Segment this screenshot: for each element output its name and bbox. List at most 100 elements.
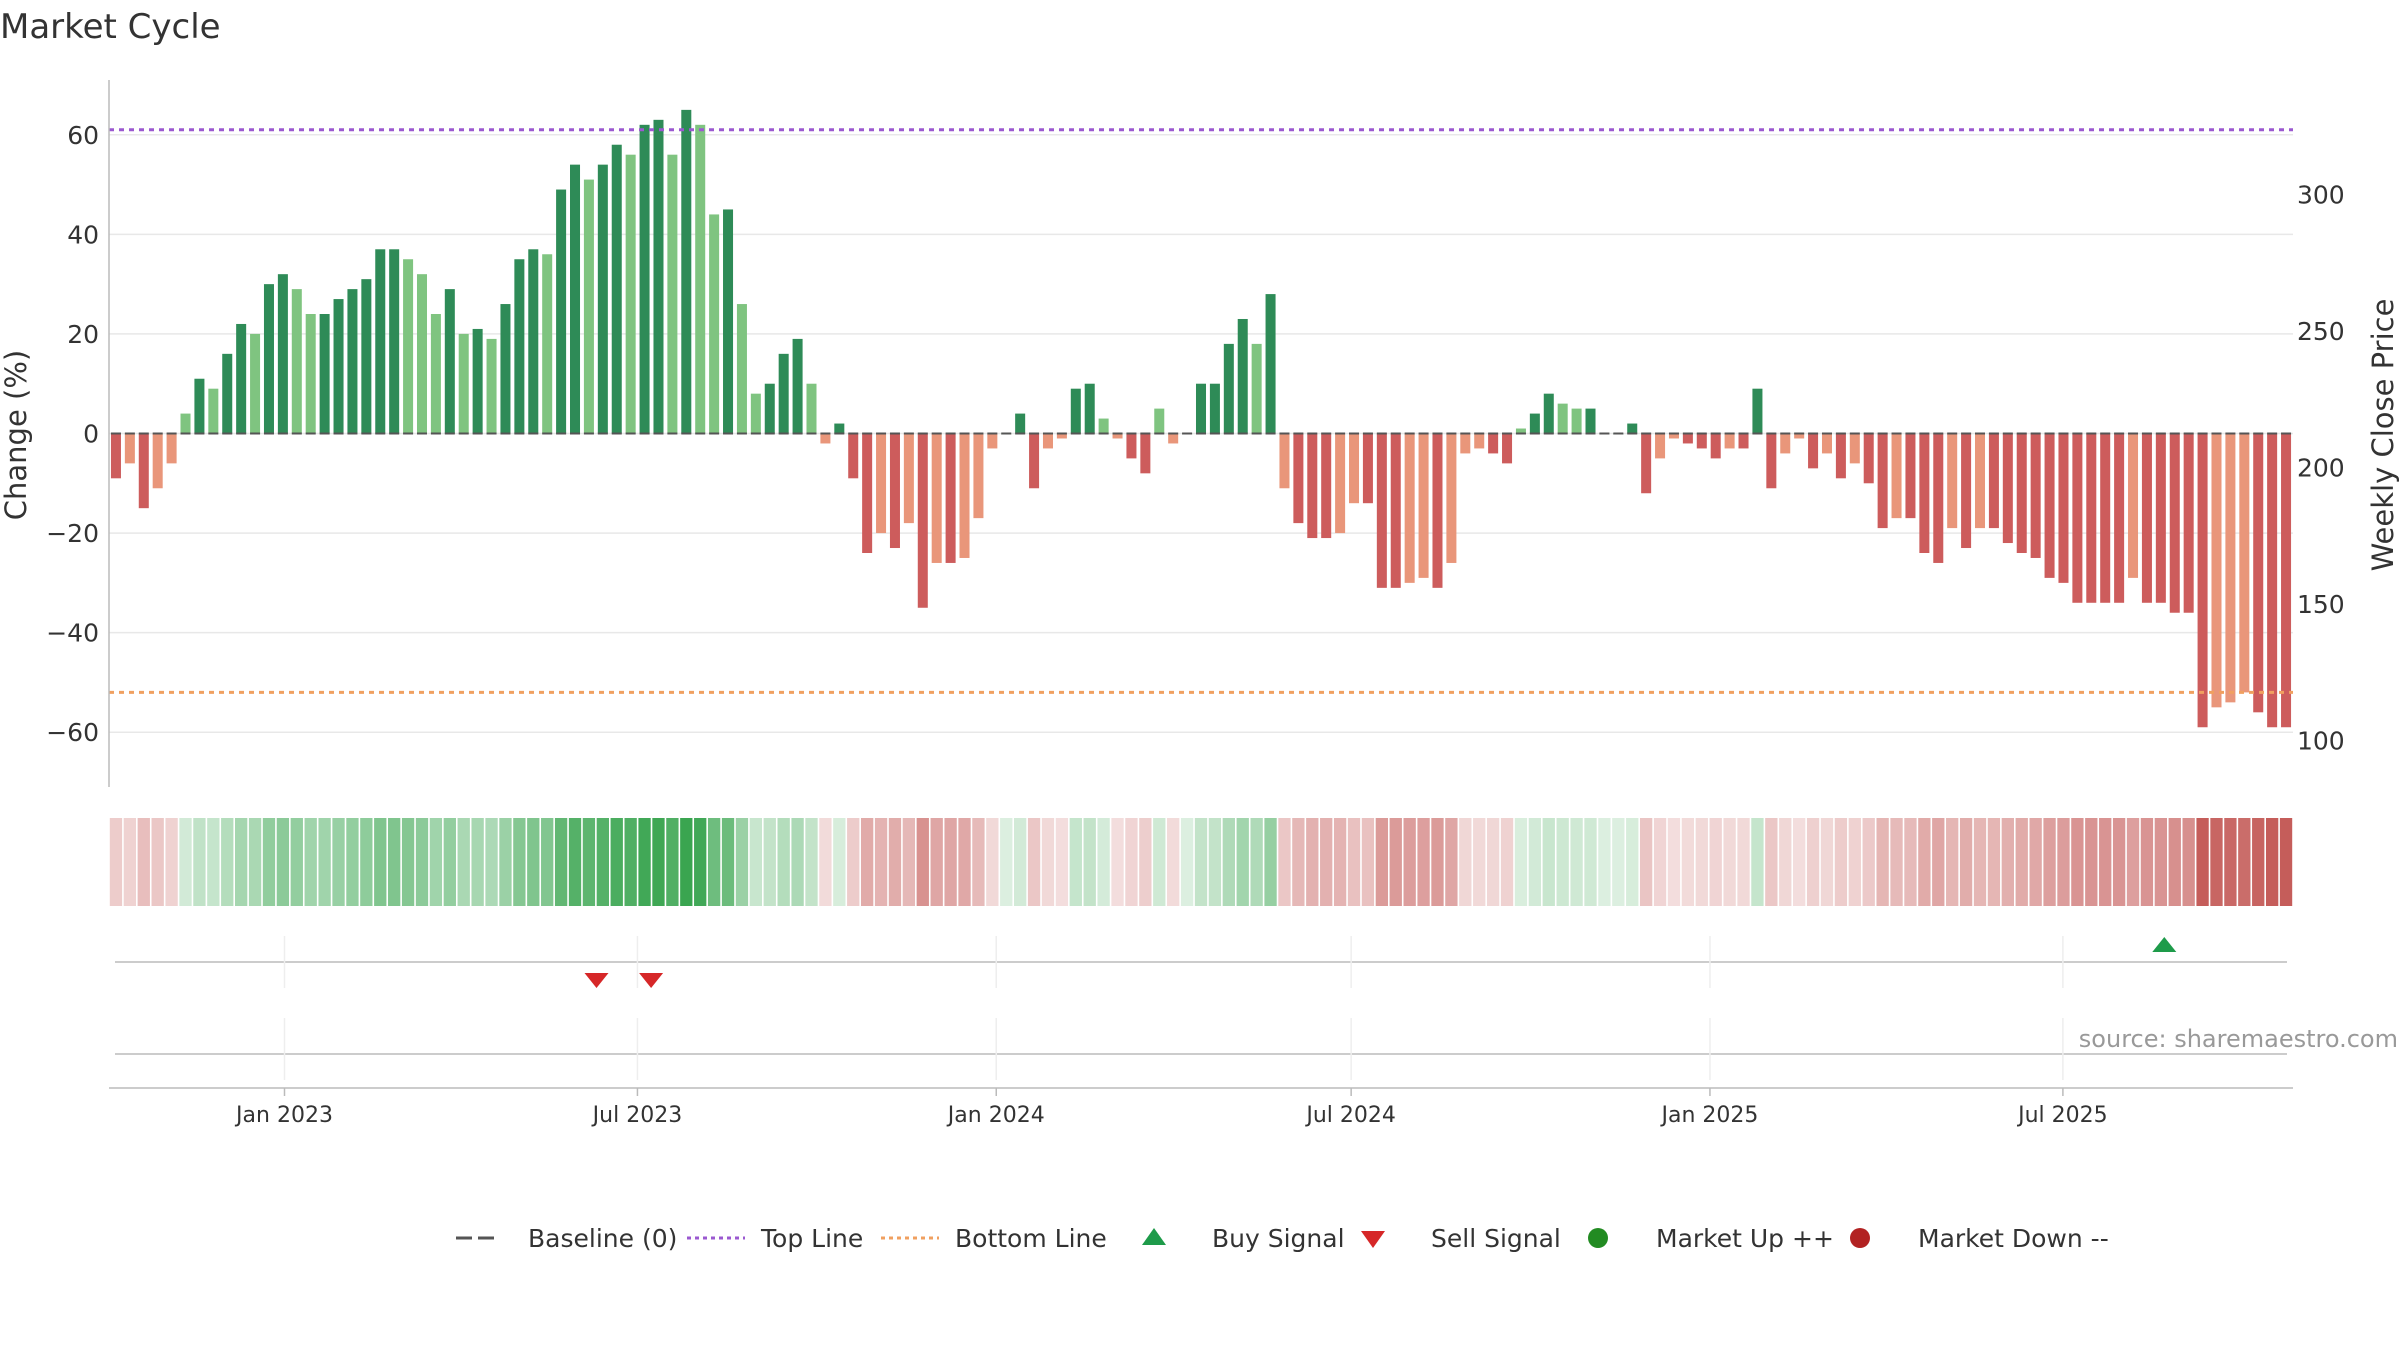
heat-cell — [2265, 818, 2279, 906]
bar — [1015, 413, 1026, 434]
bar — [1696, 433, 1707, 449]
legend-item: Buy Signal — [1142, 1224, 1345, 1253]
heat-cell — [1306, 818, 1319, 906]
bar — [1571, 408, 1582, 434]
bar — [820, 433, 831, 444]
bar — [277, 274, 288, 434]
heat-cell — [1000, 818, 1013, 906]
bar — [597, 164, 608, 434]
heat-cell — [860, 818, 874, 906]
heat-cell — [666, 818, 679, 906]
bar — [542, 254, 553, 434]
heat-cell — [1793, 818, 1806, 906]
bar — [2239, 433, 2250, 693]
heat-cell — [471, 818, 484, 906]
buy-signal-marker — [2152, 937, 2177, 952]
bar — [263, 284, 274, 434]
heat-cell — [805, 818, 818, 906]
heat-cell — [262, 818, 276, 906]
heat-cell — [1751, 818, 1764, 906]
bar — [1446, 433, 1457, 563]
bar — [1418, 433, 1429, 578]
bar — [180, 413, 191, 434]
bar — [444, 289, 455, 434]
y-tick-label: 20 — [67, 320, 99, 349]
heat-cell — [123, 818, 137, 906]
bar — [1849, 433, 1860, 464]
bar — [208, 388, 219, 434]
heat-cell — [1932, 818, 1945, 906]
bar — [486, 338, 497, 434]
y-axis-label-left: Change (%) — [0, 350, 33, 520]
heat-cell — [1417, 818, 1430, 906]
bar — [945, 433, 956, 563]
heat-cell — [1292, 818, 1305, 906]
heat-cell — [2057, 818, 2070, 906]
bar — [1668, 433, 1679, 439]
bar — [2086, 433, 2097, 603]
bar — [152, 433, 163, 489]
heat-cell — [304, 818, 317, 906]
heat-cell — [874, 818, 888, 906]
bar — [1863, 433, 1874, 484]
bar — [1585, 408, 1596, 434]
heat-cell — [582, 818, 596, 906]
bar — [416, 274, 428, 434]
heat-cell — [2112, 818, 2126, 906]
heat-cell — [1403, 818, 1416, 906]
heat-cell — [554, 818, 568, 906]
bar — [653, 119, 664, 434]
x-axis: Jan 2023 Jul 2023 Jan 2024 Jul 2024 Jan 2025… — [109, 1087, 2293, 1128]
heat-cell — [1626, 818, 1639, 906]
bar — [1557, 403, 1568, 434]
legend-label: Top Line — [760, 1224, 863, 1253]
bar — [236, 323, 247, 434]
legend-swatch — [1361, 1231, 1385, 1248]
heat-cell — [1320, 818, 1333, 906]
bar — [1029, 433, 1040, 489]
heat-cell — [1111, 818, 1124, 906]
heat-cell — [1375, 818, 1388, 906]
bar — [2155, 433, 2166, 603]
heat-cell — [1570, 818, 1583, 906]
bar — [2016, 433, 2027, 553]
bar — [806, 383, 817, 434]
bar — [1766, 433, 1777, 489]
heat-cell — [958, 818, 971, 906]
heat-cell — [1695, 818, 1708, 906]
heat-cell — [1236, 818, 1249, 906]
heat-cell — [1904, 818, 1917, 906]
heat-cell — [791, 818, 804, 906]
heat-cell — [568, 818, 582, 906]
axes-layer: −60 −40 −20 0 20 40 60 100 150 200 250 300 — [46, 80, 2345, 787]
bar — [1808, 433, 1819, 469]
heat-cell — [1639, 818, 1653, 906]
bar — [2100, 433, 2111, 603]
bar — [500, 304, 511, 434]
heat-cell — [485, 818, 498, 906]
bar — [931, 433, 942, 563]
heat-cell — [1890, 818, 1903, 906]
bar — [2030, 433, 2041, 558]
heat-cell — [1486, 818, 1500, 906]
bar — [1251, 343, 1262, 434]
heat-cell — [1556, 818, 1569, 906]
heat-cell — [1500, 818, 1514, 906]
bar — [2197, 433, 2208, 728]
heat-cell — [610, 818, 623, 906]
heat-cell — [1264, 818, 1277, 906]
heat-cell — [388, 818, 401, 906]
heat-cell — [1431, 818, 1444, 906]
bar — [361, 279, 372, 434]
heat-cell — [694, 818, 707, 906]
bar — [389, 249, 400, 434]
heat-cell — [193, 818, 206, 906]
legend-item: Baseline (0) — [456, 1224, 677, 1253]
heat-cell — [151, 818, 164, 906]
heat-cell — [1361, 818, 1375, 906]
bar — [1140, 433, 1151, 474]
heat-cell — [1528, 818, 1542, 906]
bar — [1974, 433, 1986, 529]
bar — [1988, 433, 1999, 529]
legend-label: Bottom Line — [955, 1224, 1107, 1253]
